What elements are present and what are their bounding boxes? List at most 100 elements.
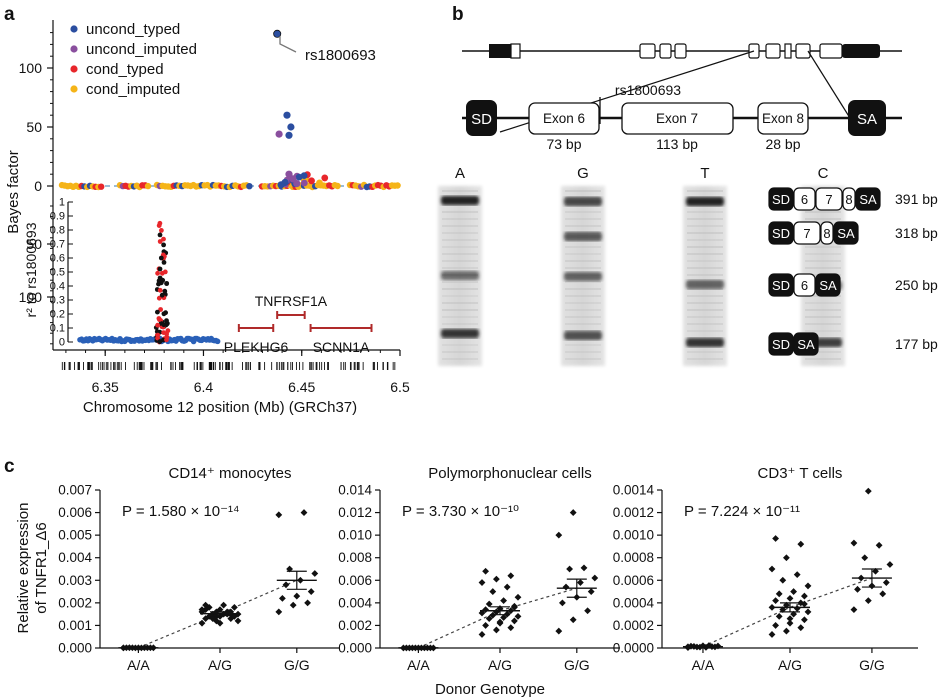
lane-label: T [700, 165, 709, 182]
sa-label: SA [857, 111, 877, 128]
data-point [220, 601, 227, 609]
data-point [507, 624, 515, 632]
baseline-point [394, 182, 401, 189]
construct-label: 7 [803, 226, 810, 241]
data-point [864, 487, 872, 495]
construct-label: SD [772, 192, 790, 207]
data-point [768, 565, 776, 573]
sa-box [848, 100, 886, 136]
data-point [275, 511, 283, 519]
legend-swatch [70, 25, 78, 33]
lane-label: C [818, 165, 829, 182]
data-point [775, 613, 783, 620]
rs-pointer-line [279, 36, 297, 53]
category-label: G/G [859, 657, 885, 673]
y-tick-label: 0.000 [58, 641, 92, 656]
data-point [485, 600, 493, 608]
x-tick-label: 6.35 [92, 379, 119, 395]
construct-label: SA [797, 337, 815, 352]
data-point [790, 588, 797, 595]
data-point [478, 609, 486, 617]
category-label: A/G [488, 657, 512, 673]
ld-point [157, 232, 163, 238]
snp-label: rs1800693 [615, 82, 681, 98]
data-point [879, 590, 887, 598]
construct-segment [793, 273, 816, 297]
expression-plot-1: 0.000 0.001 0.002 0.003 0.004 0.005 0.006 0.007… [58, 465, 340, 673]
r2-tick-label: 0.1 [50, 323, 65, 335]
data-point [562, 583, 570, 591]
construct-label: SD [772, 278, 790, 293]
legend-label: uncond_imputed [86, 41, 197, 58]
plot-title: CD3⁺ T cells [758, 465, 843, 482]
y-tick-label: 0.004 [58, 550, 92, 565]
construct-segment [793, 221, 821, 245]
expression-plot-2: 0.000 0.002 0.004 0.006 0.008 0.010 0.012 0.014… [338, 465, 620, 673]
data-point [779, 576, 787, 584]
y-tick-label: 0.006 [338, 573, 372, 588]
y-tick-label: 0.006 [58, 505, 92, 520]
data-point [275, 608, 283, 616]
r2-tick-label: 0.7 [50, 239, 65, 251]
construct-segment [768, 273, 794, 297]
band-size: 177 bp [895, 336, 938, 352]
ld-point [154, 329, 160, 334]
data-point [198, 619, 206, 627]
legend-swatch [70, 65, 78, 73]
r2-tick-label: 1 [59, 197, 65, 209]
ld-point [161, 260, 167, 265]
construct-label: 8 [845, 192, 852, 207]
data-point [587, 588, 595, 595]
ld-point [163, 310, 169, 316]
ld-point [157, 239, 163, 244]
data-point [786, 615, 794, 623]
data-point [591, 574, 599, 582]
gel-band [564, 232, 602, 241]
y-tick-label: 0.0014 [613, 483, 655, 498]
legend-label: cond_imputed [86, 81, 180, 98]
rs-annotation: rs1800693 [305, 47, 376, 64]
data-point [797, 624, 805, 632]
p-value: P = 7.224 × 10⁻¹¹ [684, 503, 800, 520]
exon8-size: 28 bp [765, 136, 800, 152]
construct-segment [820, 221, 834, 245]
category-label: A/G [208, 657, 232, 673]
data-point [500, 597, 507, 604]
category-label: G/G [564, 657, 590, 673]
legend-label: cond_typed [86, 61, 164, 78]
bayes-point [293, 180, 301, 188]
r2-tick-label: 0 [59, 337, 65, 349]
ld-point [155, 322, 161, 328]
construct-segment [855, 187, 881, 211]
data-point [801, 616, 808, 624]
ld-point [164, 318, 169, 323]
bayes-point [275, 130, 283, 138]
y-tick-label: 0.000 [338, 641, 372, 656]
construct-label: SA [837, 226, 855, 241]
y-tick-label: 0.004 [338, 595, 372, 610]
y-tick-label: 0.0002 [613, 618, 654, 633]
x-tick-label: 6.4 [194, 379, 214, 395]
construct-label: SD [772, 337, 790, 352]
y-tick-label: 0.0006 [613, 573, 654, 588]
data-point [850, 539, 858, 547]
panel-c-x-label: Donor Genotype [435, 681, 545, 698]
baseline-point [246, 183, 253, 190]
ld-point [158, 255, 164, 261]
legend-label: uncond_typed [86, 21, 180, 38]
data-point [555, 627, 563, 635]
construct-segment [793, 332, 819, 356]
data-point [507, 572, 515, 580]
data-point [511, 617, 518, 625]
data-point [213, 613, 220, 620]
panel-label-c: c [4, 456, 15, 477]
exon7-box [621, 102, 734, 135]
bayes-point [273, 29, 282, 38]
y-tick-label: 0 [34, 178, 42, 194]
category-label: A/A [127, 657, 150, 673]
data-point [282, 581, 290, 589]
snp-rug [61, 362, 396, 370]
band-size: 250 bp [895, 277, 938, 293]
gel-band [564, 197, 602, 206]
